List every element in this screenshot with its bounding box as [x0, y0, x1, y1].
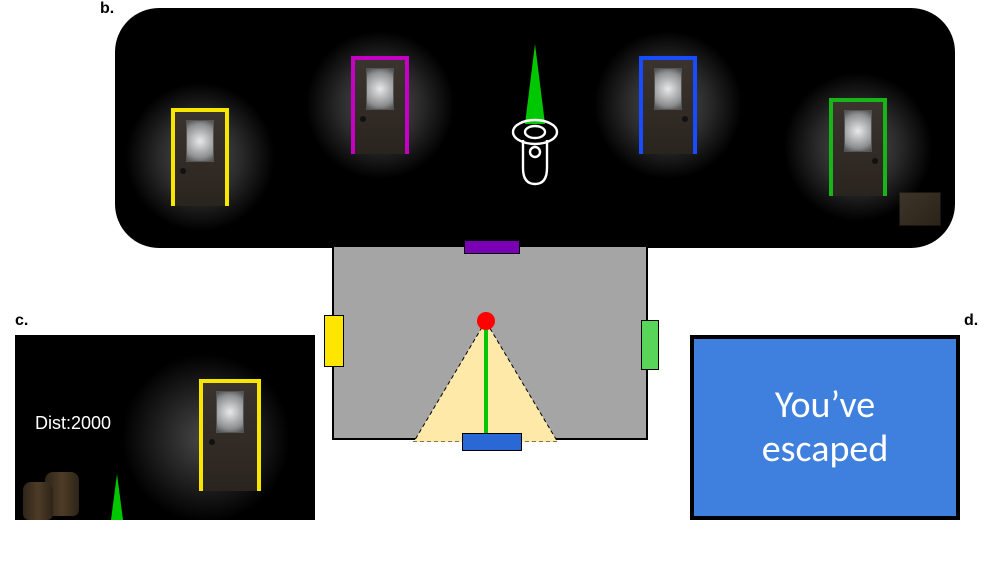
door-spotlight	[125, 82, 275, 232]
door-marker	[462, 433, 522, 451]
room-rect	[332, 245, 648, 440]
vr-controller	[509, 44, 561, 188]
panel-a: a.	[320, 225, 660, 455]
dist-label: Dist:	[35, 413, 71, 433]
pointer-beam-icon	[525, 44, 545, 124]
dist-value: 2000	[71, 413, 111, 433]
door-spotlight	[593, 30, 743, 180]
door-marker	[641, 320, 659, 370]
panel-c: Dist:2000	[15, 335, 315, 520]
panel-d: You’veescaped	[690, 335, 960, 520]
door-marker	[324, 315, 344, 367]
door-spotlight	[783, 72, 933, 222]
dist-readout: Dist:2000	[35, 413, 111, 434]
pointer-beam-icon	[111, 474, 123, 520]
barrel-icon	[23, 482, 53, 520]
door-yellow	[199, 379, 261, 491]
door	[171, 108, 229, 206]
label-b: b.	[100, 0, 114, 18]
player-dot-icon	[477, 312, 495, 330]
door	[829, 98, 887, 196]
label-c: c.	[15, 312, 28, 330]
door-marker	[464, 240, 520, 254]
door	[351, 56, 409, 154]
door-spotlight	[305, 30, 455, 180]
escaped-message: You’veescaped	[762, 384, 889, 471]
label-d: d.	[964, 312, 978, 330]
panel-b	[115, 8, 955, 248]
controller-icon	[509, 118, 561, 188]
fov-cone-icon	[334, 247, 650, 442]
door	[639, 56, 697, 154]
pointer-line-icon	[484, 321, 488, 450]
